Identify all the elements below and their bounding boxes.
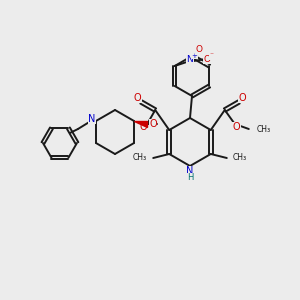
Text: O: O [195, 46, 202, 55]
Text: CH₃: CH₃ [133, 154, 147, 163]
Polygon shape [134, 121, 147, 127]
Text: O: O [239, 93, 247, 103]
Text: O: O [233, 122, 241, 132]
Text: ⁻: ⁻ [210, 50, 214, 59]
Text: O: O [140, 122, 147, 132]
Text: O: O [149, 119, 157, 129]
Text: N: N [88, 114, 96, 124]
Text: H: H [187, 173, 193, 182]
Text: CH₃: CH₃ [233, 154, 247, 163]
Text: +: + [192, 53, 198, 59]
Text: N: N [186, 166, 194, 176]
Text: O: O [203, 55, 210, 64]
Text: CH₃: CH₃ [257, 124, 271, 134]
Text: O: O [134, 93, 141, 103]
Text: N: N [186, 56, 193, 64]
